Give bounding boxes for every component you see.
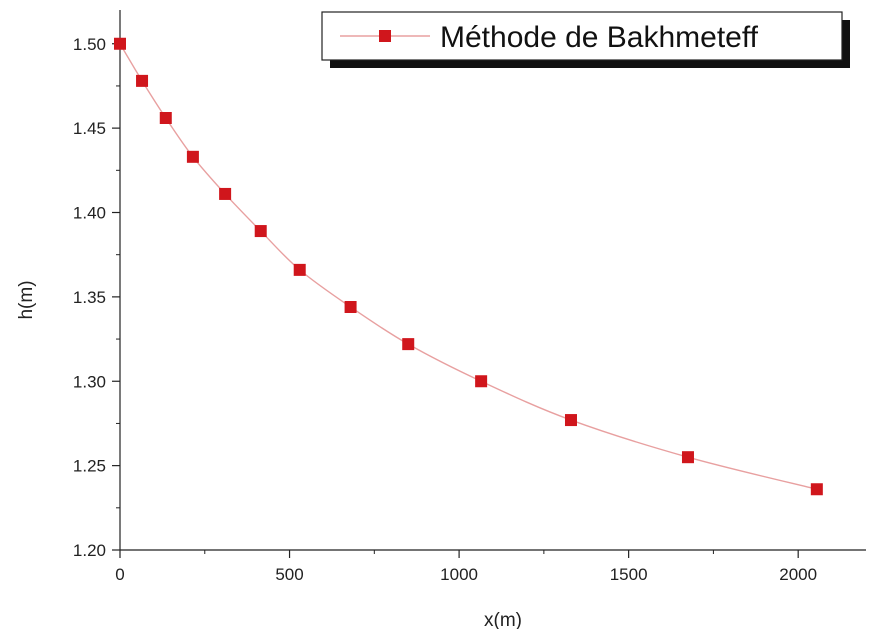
- x-tick-label: 1500: [610, 565, 648, 584]
- data-point: [219, 187, 232, 200]
- data-point: [475, 375, 488, 388]
- legend: Méthode de Bakhmeteff: [321, 11, 850, 68]
- data-point: [681, 451, 694, 464]
- data-point: [344, 301, 357, 313]
- y-axis-label: h(m): [16, 280, 37, 319]
- series-layer: [114, 37, 823, 496]
- y-ticks: 1.20 1.25 1.30 1.35 1.40 1.45 1.50: [73, 35, 120, 560]
- legend-marker: [379, 30, 391, 42]
- y-tick-label: 1.20: [73, 541, 106, 560]
- data-point: [114, 37, 126, 50]
- y-tick-label: 1.30: [73, 372, 106, 391]
- x-ticks: 0 500 1000 1500 2000: [115, 550, 817, 584]
- axes: [119, 10, 866, 551]
- data-point: [136, 74, 149, 87]
- x-tick-label: 2000: [779, 565, 817, 584]
- data-point: [186, 150, 199, 163]
- x-tick-label: 0: [115, 565, 124, 584]
- y-tick-label: 1.35: [73, 288, 106, 307]
- x-axis-label: x(m): [484, 610, 522, 629]
- y-tick-label: 1.45: [73, 119, 106, 138]
- data-point: [564, 414, 577, 427]
- data-point: [159, 112, 172, 124]
- data-point: [293, 263, 306, 276]
- y-tick-label: 1.40: [73, 204, 106, 223]
- x-tick-label: 500: [275, 565, 303, 584]
- y-tick-label: 1.25: [73, 457, 106, 476]
- legend-entry: Méthode de Bakhmeteff: [440, 21, 759, 54]
- data-point: [402, 338, 415, 351]
- data-point: [254, 225, 267, 238]
- y-tick-label: 1.50: [73, 35, 106, 54]
- x-tick-label: 1000: [440, 565, 478, 584]
- data-point: [810, 483, 823, 496]
- series-line: [119, 43, 818, 490]
